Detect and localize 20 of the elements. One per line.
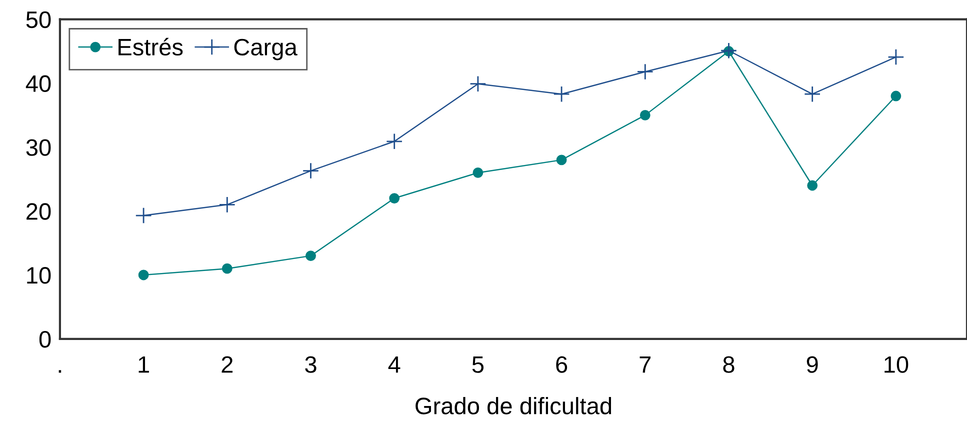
x-tick-label: 5 bbox=[472, 356, 484, 373]
legend-label: Carga bbox=[234, 38, 298, 60]
x-tick-label: 10 bbox=[884, 356, 908, 373]
x-axis-title: Grado de dificultad bbox=[416, 397, 612, 414]
x-tick-label: 9 bbox=[806, 356, 818, 373]
y-tick-label: 0 bbox=[39, 330, 51, 348]
x-tick-label: 7 bbox=[640, 356, 651, 373]
x-tick-label: 2 bbox=[222, 356, 233, 373]
y-tick-label: 10 bbox=[27, 267, 51, 284]
x-tick-label: 8 bbox=[723, 356, 734, 373]
x-tick-label: . bbox=[58, 370, 62, 373]
x-tick-label: 4 bbox=[388, 356, 400, 373]
x-tick-label: 6 bbox=[556, 356, 568, 373]
y-tick-label: 20 bbox=[26, 203, 51, 220]
y-tick-label: 40 bbox=[26, 75, 51, 92]
x-tick-label: 3 bbox=[305, 356, 316, 373]
y-tick-label: 50 bbox=[26, 11, 51, 28]
y-tick-label: 30 bbox=[26, 139, 51, 156]
x-tick-label: 1 bbox=[138, 356, 149, 373]
legend-label: Estrés bbox=[118, 38, 183, 56]
